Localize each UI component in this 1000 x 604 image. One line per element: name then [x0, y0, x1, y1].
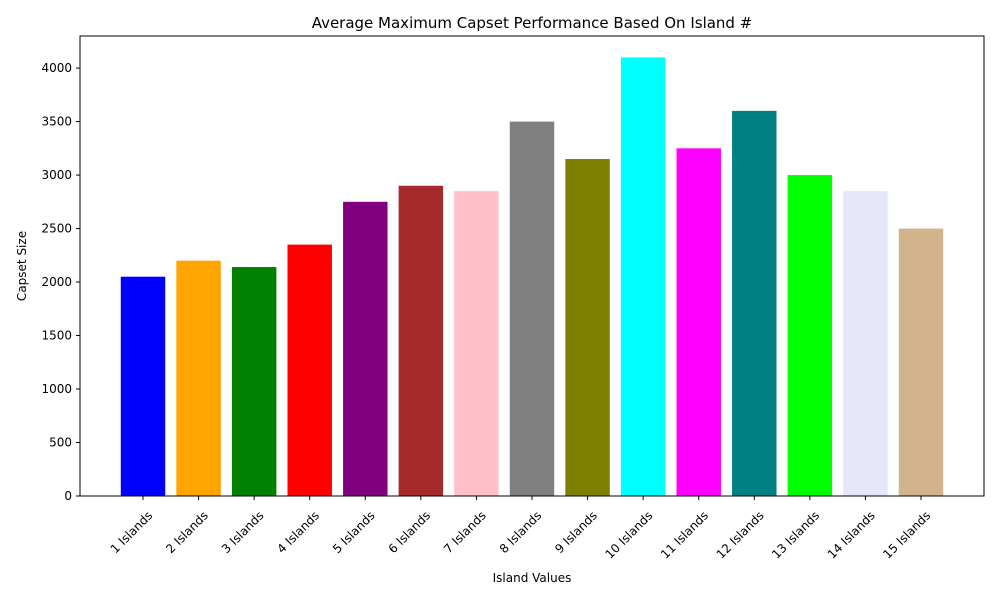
x-tick-label: 15 Islands: [880, 508, 933, 561]
x-tick-label: 5 Islands: [330, 508, 378, 556]
x-tick-label: 8 Islands: [497, 508, 545, 556]
bar-3: [231, 267, 277, 496]
x-tick-label: 1 Islands: [108, 508, 156, 556]
x-tick-label: 7 Islands: [441, 508, 489, 556]
x-axis-label: Island Values: [493, 571, 572, 585]
bar-9: [565, 159, 610, 496]
y-tick-label: 2000: [41, 275, 72, 289]
y-tick-label: 1500: [41, 329, 72, 343]
y-tick-label: 4000: [41, 61, 72, 75]
bar-6: [398, 185, 444, 496]
y-tick-label: 0: [64, 489, 72, 503]
bar-12: [732, 110, 777, 496]
y-tick-label: 2500: [41, 222, 72, 236]
bar-1: [120, 276, 166, 496]
bar-5: [343, 201, 388, 496]
x-tick-label: 12 Islands: [714, 508, 767, 561]
x-tick-label: 9 Islands: [552, 508, 600, 556]
x-tick-label: 11 Islands: [658, 508, 711, 561]
y-tick-label: 500: [49, 436, 72, 450]
bar-4: [287, 244, 332, 496]
bar-8: [509, 121, 555, 496]
x-tick-label: 10 Islands: [602, 508, 655, 561]
bars-group: [120, 57, 944, 497]
plot-frame: [79, 35, 985, 497]
x-tick-label: 14 Islands: [825, 508, 878, 561]
bar-11: [676, 148, 721, 496]
x-axis-ticks: 1 Islands 2 Islands 3 Islands 4 Islands 5 Is…: [108, 496, 933, 562]
y-tick-label: 1000: [41, 382, 72, 396]
x-tick-label: 6 Islands: [386, 508, 434, 556]
bar-2: [176, 260, 221, 496]
bar-7: [454, 191, 499, 496]
y-tick-label: 3500: [41, 115, 72, 129]
bar-13: [787, 175, 833, 496]
bar-14: [843, 191, 888, 496]
chart-title: Average Maximum Capset Performance Based…: [312, 14, 753, 32]
x-tick-label: 4 Islands: [274, 508, 322, 556]
y-axis-label: Capset Size: [15, 231, 29, 301]
x-tick-label: 2 Islands: [163, 508, 211, 556]
bar-15: [898, 228, 944, 496]
bar-10: [620, 57, 666, 497]
x-tick-label: 13 Islands: [769, 508, 822, 561]
y-axis-ticks: 0 500 1000 1500 2000 2500 3000 3500 4000: [41, 61, 80, 503]
x-tick-label: 3 Islands: [219, 508, 267, 556]
y-tick-label: 3000: [41, 168, 72, 182]
